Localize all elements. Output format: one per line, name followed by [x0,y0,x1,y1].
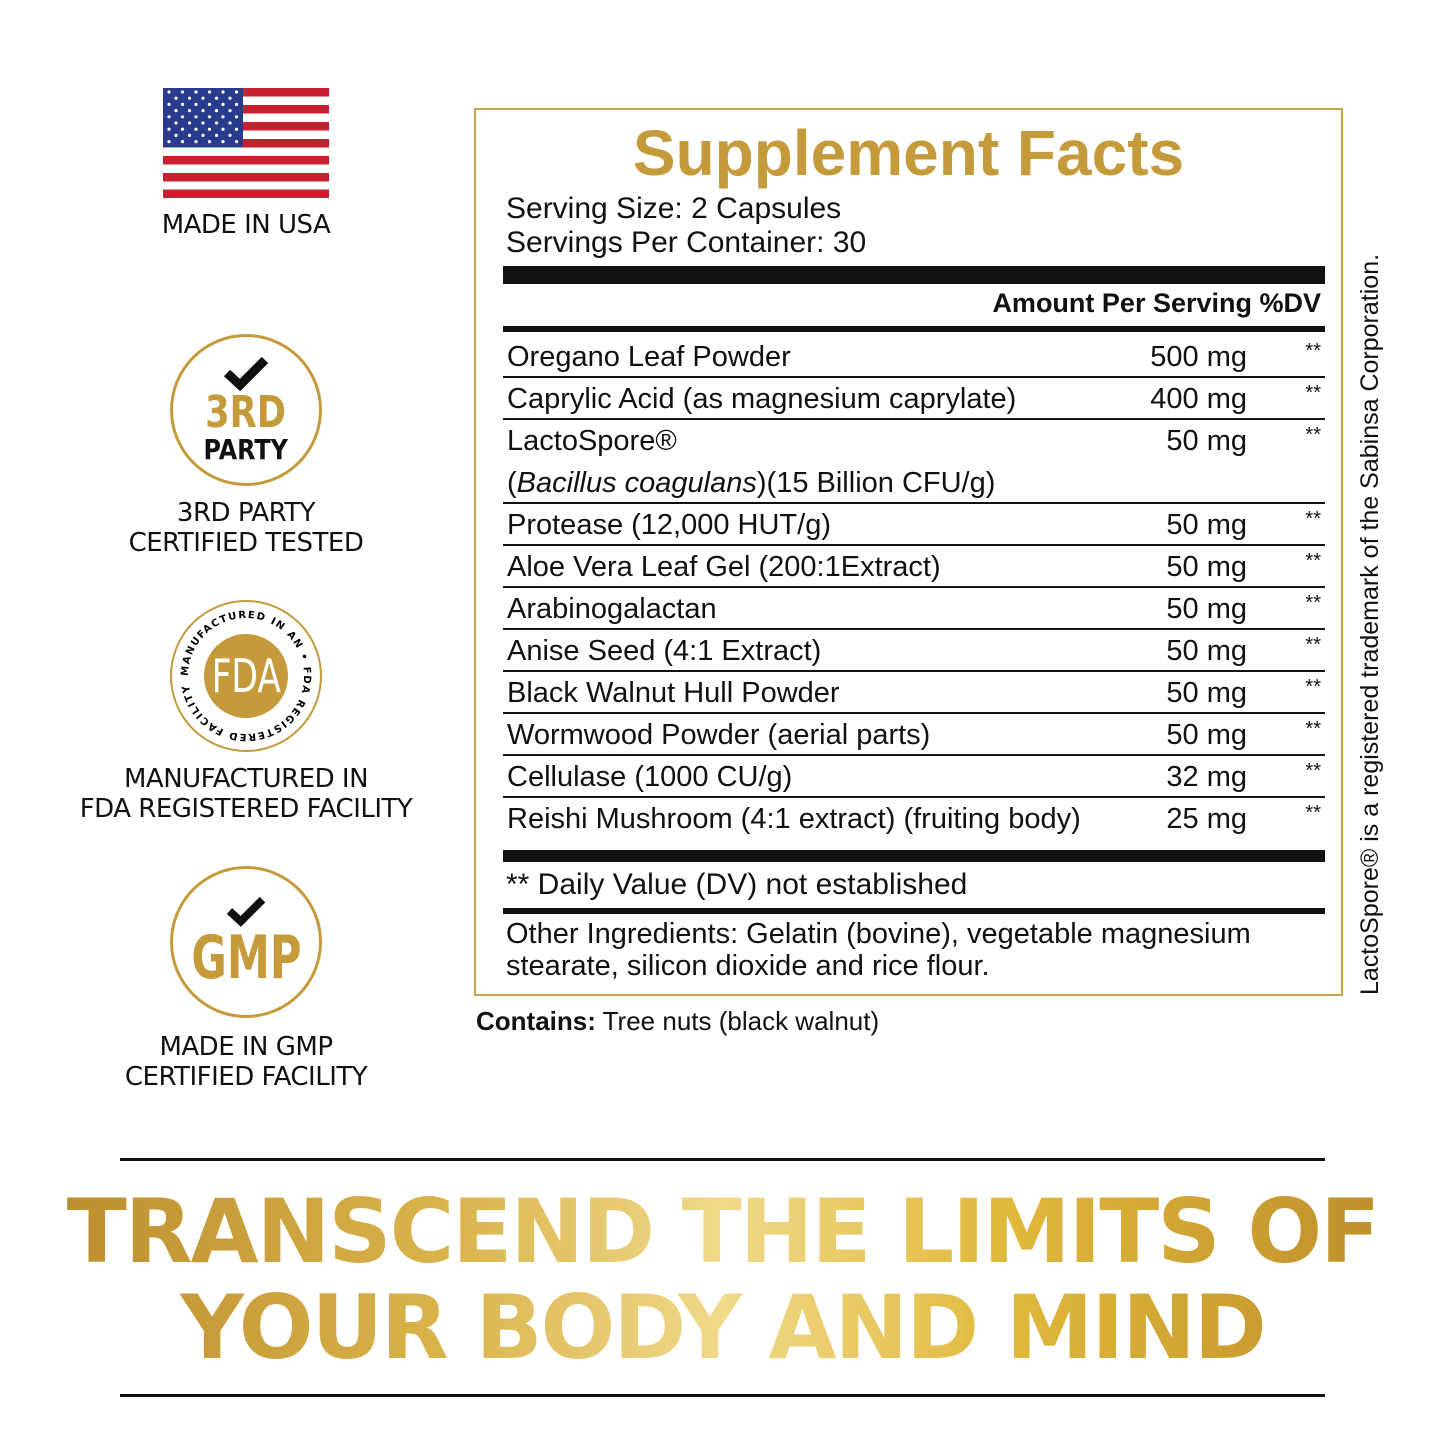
divider-thick [503,850,1325,862]
ingredient-row: Wormwood Powder (aerial parts) 50 mg ** [503,714,1325,756]
gmp-seal-icon: GMP [170,866,322,1018]
ingredient-row: Oregano Leaf Powder 500 mg ** [503,336,1325,378]
ingredient-row: Anise Seed (4:1 Extract) 50 mg ** [503,630,1325,672]
servings-per-container: Servings Per Container: 30 [506,226,867,259]
usa-flag-icon [163,88,329,198]
badge-caption: MADE IN GMP CERTIFIED FACILITY [124,1032,368,1092]
ingredient-dv: ** [1305,634,1321,656]
ingredient-row: Black Walnut Hull Powder 50 mg ** [503,672,1325,714]
ingredient-row: Cellulase (1000 CU/g) 32 mg ** [503,756,1325,798]
ingredient-amount: 50 mg [1166,635,1247,667]
checkmark-icon [226,896,266,927]
ingredient-amount: 50 mg [1166,719,1247,751]
checkmark-icon [223,356,269,391]
badge-caption: MADE IN USA [161,210,331,240]
divider-thick [503,266,1325,284]
ingredient-detail: (Bacillus coagulans)(15 Billion CFU/g) [507,467,996,499]
ingredient-name: Arabinogalactan [507,593,717,625]
ingredient-amount: 500 mg [1150,341,1247,373]
other-ingredients: Other Ingredients: Gelatin (bovine), veg… [506,918,1251,982]
ingredient-name: LactoSpore® [507,425,677,457]
ingredient-name: Protease (12,000 HUT/g) [507,509,831,541]
gmp-facility-badge: GMP MADE IN GMP CERTIFIED FACILITY [66,866,426,1092]
ingredient-list: Oregano Leaf Powder 500 mg ** Caprylic Ac… [503,336,1325,840]
divider [503,908,1325,914]
made-in-usa-badge: MADE IN USA [66,88,426,240]
ingredient-name: Caprylic Acid (as magnesium caprylate) [507,383,1017,415]
divider [503,326,1325,332]
ingredient-dv: ** [1305,592,1321,614]
ingredient-dv: ** [1305,718,1321,740]
seal-text: FDA [211,649,281,703]
ingredient-amount: 50 mg [1166,425,1247,457]
trademark-notice: LactoSpore® is a registered trademark of… [1356,253,1384,995]
ingredient-dv: ** [1305,340,1321,362]
third-party-tested-badge: 3RD PARTY 3RD PARTY CERTIFIED TESTED [66,334,426,558]
ingredient-amount: 32 mg [1166,761,1247,793]
seal-text: 3RD [205,387,287,438]
ingredient-name: Wormwood Powder (aerial parts) [507,719,931,751]
ingredient-name: Aloe Vera Leaf Gel (200:1Extract) [507,551,941,583]
allergen-statement: Contains: Tree nuts (black walnut) [476,1006,880,1036]
fda-facility-badge: MANUFACTURED IN AN • FDA REGISTERED FACI… [66,600,426,824]
ingredient-dv: ** [1305,676,1321,698]
panel-title: Supplement Facts [632,117,1185,189]
divider [120,1394,1325,1397]
serving-size: Serving Size: 2 Capsules [506,192,842,225]
ingredient-row: Arabinogalactan 50 mg ** [503,588,1325,630]
third-party-seal-icon: 3RD PARTY [170,334,322,486]
ingredient-row: Aloe Vera Leaf Gel (200:1Extract) 50 mg … [503,546,1325,588]
badge-caption: 3RD PARTY CERTIFIED TESTED [128,498,364,558]
ingredient-name: Cellulase (1000 CU/g) [507,761,793,793]
ingredient-amount: 50 mg [1166,593,1247,625]
ingredient-name: Reishi Mushroom (4:1 extract) (fruiting … [507,803,1081,835]
ingredient-dv: ** [1305,802,1321,824]
dv-note: ** Daily Value (DV) not established [506,868,968,901]
ingredient-amount: 50 mg [1166,551,1247,583]
badge-caption: MANUFACTURED IN FDA REGISTERED FACILITY [79,764,413,824]
ingredient-dv: ** [1305,508,1321,530]
ingredient-name: Black Walnut Hull Powder [507,677,840,709]
ingredient-dv: ** [1305,424,1321,446]
ingredient-name: Oregano Leaf Powder [507,341,791,373]
supplement-facts-panel: Supplement Facts Serving Size: 2 Capsule… [474,108,1343,996]
ingredient-row: Protease (12,000 HUT/g) 50 mg ** [503,504,1325,546]
ingredient-dv: ** [1305,760,1321,782]
ingredient-dv: ** [1305,550,1321,572]
divider [120,1158,1325,1161]
seal-text: PARTY [203,433,289,466]
ingredient-dv: ** [1305,382,1321,404]
ingredient-name: Anise Seed (4:1 Extract) [507,635,822,667]
slogan-line: YOUR BODY AND MIND [0,1276,1445,1379]
ingredient-amount: 25 mg [1166,803,1247,835]
ingredient-amount: 50 mg [1166,677,1247,709]
fda-seal-icon: MANUFACTURED IN AN • FDA REGISTERED FACI… [170,600,322,752]
amount-header: Amount Per Serving %DV [992,288,1321,318]
seal-text: GMP [190,923,302,993]
ingredient-amount: 50 mg [1166,509,1247,541]
ingredient-amount: 400 mg [1150,383,1247,415]
ingredient-row: LactoSpore® 50 mg ** (Bacillus coagulans)… [503,420,1325,504]
ingredient-row: Reishi Mushroom (4:1 extract) (fruiting … [503,798,1325,840]
slogan-line: TRANSCEND THE LIMITS OF [0,1180,1445,1283]
ingredient-row: Caprylic Acid (as magnesium caprylate) 4… [503,378,1325,420]
